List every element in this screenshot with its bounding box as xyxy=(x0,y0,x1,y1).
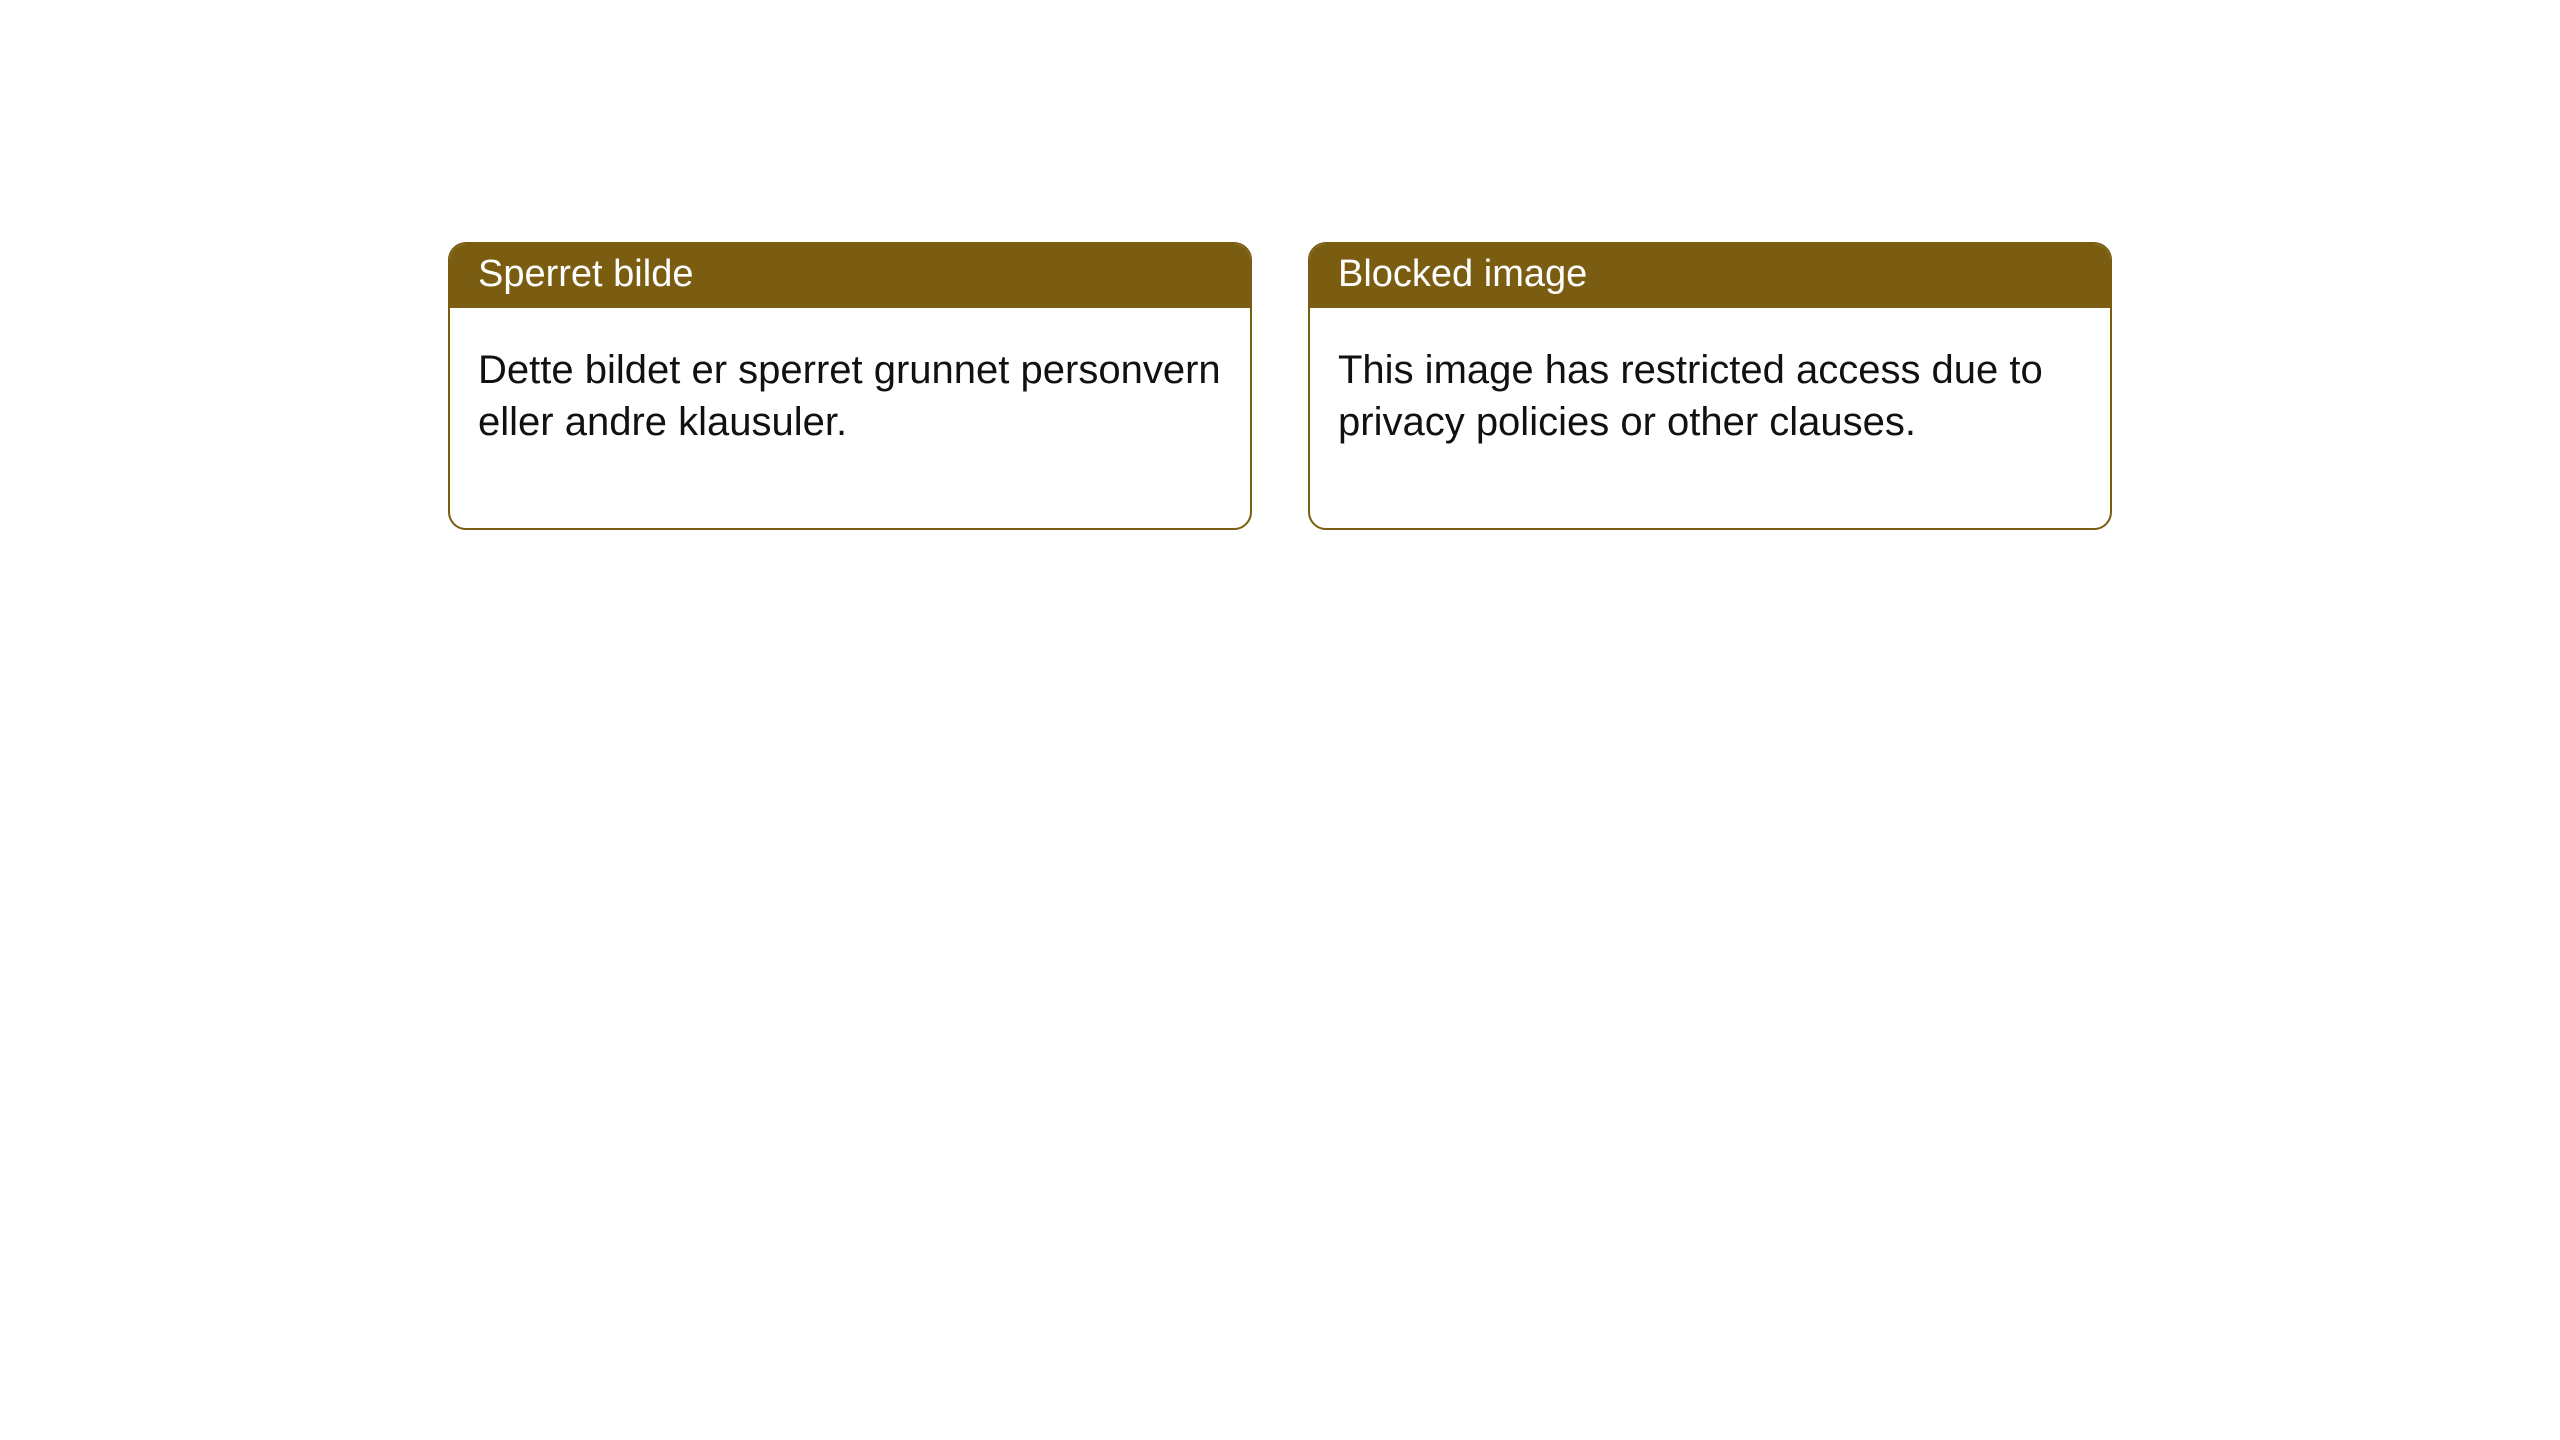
notice-body-en: This image has restricted access due to … xyxy=(1310,308,2110,528)
notice-body-no: Dette bildet er sperret grunnet personve… xyxy=(450,308,1250,528)
notice-container: Sperret bilde Dette bildet er sperret gr… xyxy=(0,0,2560,530)
notice-header-en: Blocked image xyxy=(1310,244,2110,308)
notice-card-no: Sperret bilde Dette bildet er sperret gr… xyxy=(448,242,1252,530)
notice-card-en: Blocked image This image has restricted … xyxy=(1308,242,2112,530)
notice-header-no: Sperret bilde xyxy=(450,244,1250,308)
